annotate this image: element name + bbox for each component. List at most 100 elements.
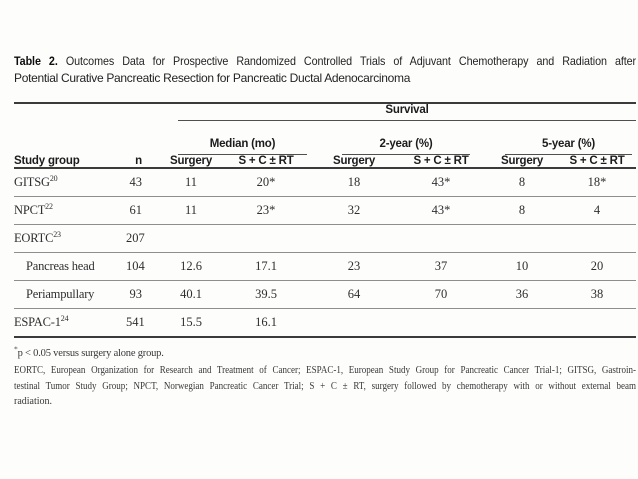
cell-median-surgery: 11: [162, 196, 220, 225]
survival-spanner-underline: Survival: [178, 104, 636, 121]
cell-study-group: ESPAC-124: [14, 308, 126, 338]
cell-median-surgery: [162, 224, 220, 253]
reference-superscript: 23: [53, 229, 61, 239]
cell-5yr-surgery: 8: [486, 168, 558, 197]
abbreviations-line2: testinal Tumor Study Group; NPCT, Norweg…: [14, 380, 636, 392]
cell-study-group: GITSG20: [14, 168, 126, 197]
cell-2yr-scrt: 70: [396, 280, 486, 309]
col-header-median-scrt: S + C ± RT: [220, 155, 312, 169]
table-caption-line1: Table 2. Outcomes Data for Prospective R…: [14, 53, 636, 70]
cell-5yr-scrt: 20: [558, 252, 636, 281]
col-header-study-group: Study group: [14, 155, 126, 169]
spacer-cell: [14, 121, 162, 155]
cell-2yr-scrt: [396, 224, 486, 253]
cell-2yr-scrt: 43*: [396, 196, 486, 225]
study-group-label: GITSG: [14, 175, 50, 189]
group-5year-label: 5-year (%): [505, 121, 632, 155]
study-group-label: Periampullary: [26, 287, 95, 301]
col-header-n: n: [126, 155, 162, 169]
cell-2yr-surgery: 64: [312, 280, 396, 309]
table-caption: Table 2. Outcomes Data for Prospective R…: [14, 53, 636, 87]
reference-superscript: 22: [45, 201, 53, 211]
study-group-label: ESPAC-1: [14, 315, 61, 329]
cell-n: 93: [126, 280, 162, 309]
cell-2yr-scrt: [396, 308, 486, 338]
study-group-label: EORTC: [14, 231, 54, 245]
group-spanner-row: Median (mo) 2-year (%) 5-year (%): [14, 121, 636, 155]
cell-5yr-surgery: [486, 224, 558, 253]
cell-2yr-scrt: 43*: [396, 168, 486, 197]
abbreviations-line1: EORTC, European Organization for Researc…: [14, 365, 636, 376]
col-header-2yr-scrt: S + C ± RT: [396, 155, 486, 169]
significance-footnote-text: p < 0.05 versus surgery alone group.: [17, 348, 164, 359]
abbreviations-line3: radiation.: [14, 396, 53, 407]
group-median-label: Median (mo): [178, 121, 307, 155]
cell-median-scrt: 23*: [220, 196, 312, 225]
cell-n: 61: [126, 196, 162, 225]
reference-superscript: 24: [60, 313, 69, 323]
outcomes-table: Survival Median (mo) 2-year (%) 5-year (…: [14, 102, 636, 338]
cell-study-group: Periampullary: [14, 280, 126, 309]
cell-2yr-surgery: 32: [312, 196, 396, 225]
cell-study-group: NPCT22: [14, 196, 126, 225]
survival-spanner-label: Survival: [385, 104, 429, 116]
significance-footnote: *p < 0.05 versus surgery alone group.: [14, 344, 636, 361]
cell-5yr-surgery: 10: [486, 252, 558, 281]
cell-5yr-scrt: 4: [558, 196, 636, 225]
cell-5yr-surgery: 8: [486, 196, 558, 225]
cell-5yr-surgery: [486, 308, 558, 338]
study-group-label: NPCT: [14, 203, 46, 217]
study-group-label: Pancreas head: [26, 259, 95, 273]
cell-median-surgery: 12.6: [162, 252, 220, 281]
cell-median-scrt: [220, 224, 312, 253]
cell-n: 104: [126, 252, 162, 281]
cell-2yr-surgery: 18: [312, 168, 396, 197]
table-caption-line2: Potential Curative Pancreatic Resection …: [14, 71, 411, 85]
col-header-5yr-scrt: S + C ± RT: [558, 155, 636, 169]
cell-5yr-scrt: 38: [558, 280, 636, 309]
survival-spanner-row: Survival: [14, 103, 636, 121]
col-header-median-surgery: Surgery: [162, 155, 220, 169]
cell-2yr-scrt: 37: [396, 252, 486, 281]
cell-n: 43: [126, 168, 162, 197]
cell-n: 207: [126, 224, 162, 253]
footnotes-block: *p < 0.05 versus surgery alone group. EO…: [14, 344, 636, 410]
table-row-npct: NPCT22 61 11 23* 32 43* 8 4: [14, 196, 636, 225]
cell-5yr-scrt: [558, 224, 636, 253]
group-2year-cell: 2-year (%): [312, 121, 486, 155]
cell-median-surgery: 11: [162, 168, 220, 197]
spacer-cell: [14, 103, 162, 121]
table-row-eortc: EORTC23 207: [14, 224, 636, 253]
group-2year-label: 2-year (%): [342, 121, 470, 155]
cell-2yr-surgery: [312, 308, 396, 338]
table-row-periampullary: Periampullary 93 40.1 39.5 64 70 36 38: [14, 280, 636, 309]
column-header-row: Study group n Surgery S + C ± RT Surgery…: [14, 155, 636, 169]
cell-5yr-surgery: 36: [486, 280, 558, 309]
cell-median-surgery: 15.5: [162, 308, 220, 338]
cell-study-group: Pancreas head: [14, 252, 126, 281]
group-5year-cell: 5-year (%): [486, 121, 636, 155]
cell-2yr-surgery: 23: [312, 252, 396, 281]
cell-median-scrt: 16.1: [220, 308, 312, 338]
table-row-pancreas-head: Pancreas head 104 12.6 17.1 23 37 10 20: [14, 252, 636, 281]
cell-median-scrt: 17.1: [220, 252, 312, 281]
cell-5yr-scrt: 18*: [558, 168, 636, 197]
group-median-cell: Median (mo): [162, 121, 312, 155]
asterisk-superscript: *: [14, 344, 18, 354]
cell-median-surgery: 40.1: [162, 280, 220, 309]
col-header-2yr-surgery: Surgery: [312, 155, 396, 169]
table-content-area: Table 2. Outcomes Data for Prospective R…: [14, 53, 636, 410]
survival-spanner-cell: Survival: [162, 103, 636, 121]
cell-median-scrt: 39.5: [220, 280, 312, 309]
cell-5yr-scrt: [558, 308, 636, 338]
cell-median-scrt: 20*: [220, 168, 312, 197]
table-caption-text1: Outcomes Data for Prospective Randomized…: [65, 54, 637, 68]
table-row-gitsg: GITSG20 43 11 20* 18 43* 8 18*: [14, 168, 636, 197]
table-row-espac-1: ESPAC-124 541 15.5 16.1: [14, 308, 636, 338]
cell-n: 541: [126, 308, 162, 338]
cell-study-group: EORTC23: [14, 224, 126, 253]
table-number-label: Table 2.: [14, 54, 58, 68]
cell-2yr-surgery: [312, 224, 396, 253]
col-header-5yr-surgery: Surgery: [486, 155, 558, 169]
